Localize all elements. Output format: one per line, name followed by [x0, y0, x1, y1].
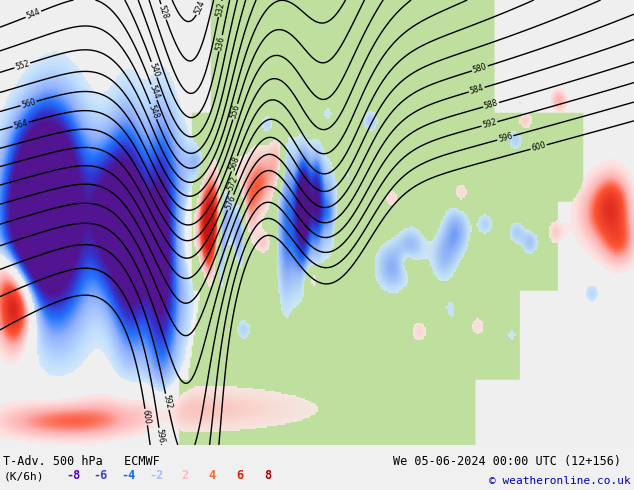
- Text: 592: 592: [481, 118, 498, 130]
- Text: 600: 600: [531, 141, 547, 153]
- Text: -8: -8: [66, 469, 80, 482]
- Text: 6: 6: [236, 469, 244, 482]
- Text: 596: 596: [497, 132, 514, 144]
- Text: 600: 600: [141, 409, 152, 425]
- Text: 4: 4: [209, 469, 216, 482]
- Text: 592: 592: [161, 394, 173, 410]
- Text: 2: 2: [181, 469, 188, 482]
- Text: 532: 532: [214, 1, 226, 17]
- Text: 588: 588: [483, 98, 499, 111]
- Text: 572: 572: [226, 174, 240, 192]
- Text: 544: 544: [25, 7, 42, 21]
- Text: © weatheronline.co.uk: © weatheronline.co.uk: [489, 476, 631, 487]
- Text: -4: -4: [122, 469, 136, 482]
- Text: (K/6h): (K/6h): [3, 472, 44, 482]
- Text: -2: -2: [150, 469, 164, 482]
- Text: 568: 568: [228, 155, 241, 172]
- Text: 548: 548: [146, 103, 160, 120]
- Text: 580: 580: [472, 62, 488, 75]
- Text: 576: 576: [224, 194, 237, 211]
- Text: 544: 544: [147, 84, 161, 100]
- Text: 8: 8: [264, 469, 272, 482]
- Text: -6: -6: [94, 469, 108, 482]
- Text: 524: 524: [193, 0, 207, 16]
- Text: 540: 540: [147, 61, 161, 78]
- Text: 552: 552: [14, 59, 30, 72]
- Text: 528: 528: [157, 3, 170, 20]
- Text: T-Adv. 500 hPa   ECMWF: T-Adv. 500 hPa ECMWF: [3, 455, 160, 468]
- Text: 560: 560: [20, 97, 37, 110]
- Text: 536: 536: [215, 35, 226, 51]
- Text: 564: 564: [13, 118, 29, 131]
- Text: 556: 556: [229, 103, 242, 120]
- Text: We 05-06-2024 00:00 UTC (12+156): We 05-06-2024 00:00 UTC (12+156): [393, 455, 621, 468]
- Text: 596: 596: [155, 428, 165, 444]
- Text: 584: 584: [469, 83, 485, 96]
